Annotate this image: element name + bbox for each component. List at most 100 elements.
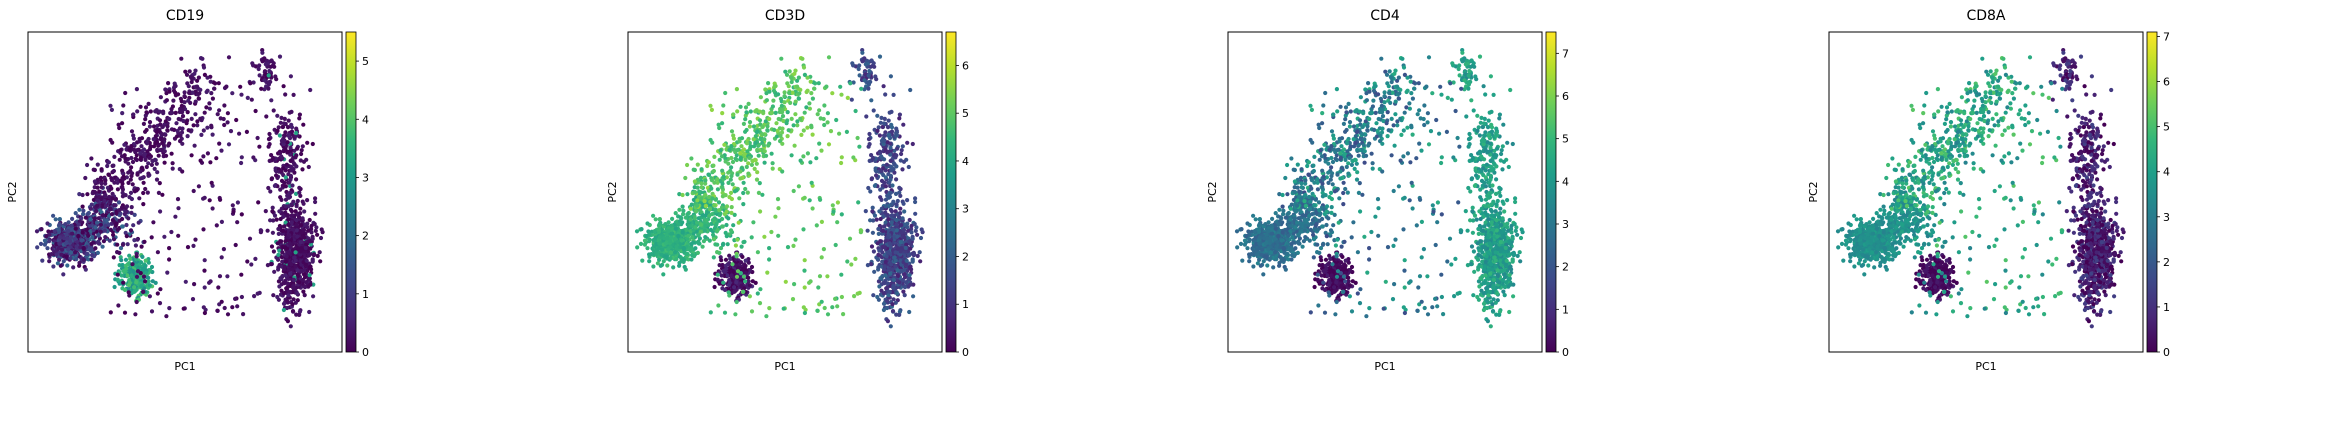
point <box>726 282 732 288</box>
point <box>158 209 163 214</box>
point <box>154 161 159 166</box>
point <box>773 110 778 115</box>
point <box>681 245 686 251</box>
point <box>657 222 662 228</box>
point <box>743 270 749 275</box>
point <box>281 307 286 313</box>
point <box>642 238 648 243</box>
point <box>136 220 141 225</box>
point <box>732 289 737 294</box>
point <box>189 75 194 81</box>
point <box>302 293 307 298</box>
point <box>128 256 133 261</box>
point <box>200 56 205 61</box>
point <box>88 217 93 222</box>
point <box>271 293 276 298</box>
point <box>703 235 708 240</box>
point <box>872 213 878 218</box>
point <box>265 228 270 233</box>
point <box>864 114 869 119</box>
point <box>313 211 318 216</box>
point <box>90 253 95 258</box>
point <box>738 169 743 174</box>
point <box>866 73 871 78</box>
point <box>289 129 295 134</box>
point <box>877 54 883 59</box>
point <box>871 249 877 254</box>
point <box>887 289 892 294</box>
point <box>685 251 690 256</box>
point <box>219 148 224 153</box>
point <box>889 213 895 218</box>
point <box>788 100 793 105</box>
point <box>147 124 152 129</box>
point <box>276 252 281 257</box>
point <box>881 228 886 233</box>
point <box>651 264 656 269</box>
point <box>122 310 128 315</box>
point <box>135 269 141 274</box>
point <box>149 264 155 270</box>
point <box>676 233 681 239</box>
point <box>192 282 197 287</box>
point <box>125 242 130 247</box>
point <box>185 134 190 139</box>
point <box>291 92 296 97</box>
point <box>207 198 212 203</box>
point <box>728 256 733 261</box>
point <box>288 324 293 329</box>
point <box>249 97 254 102</box>
point <box>100 244 105 249</box>
point <box>755 147 760 152</box>
point <box>692 179 698 184</box>
point <box>294 130 299 136</box>
point <box>888 190 893 195</box>
point <box>172 127 177 132</box>
point <box>112 154 117 159</box>
point <box>693 225 698 230</box>
point <box>207 280 212 285</box>
point <box>683 215 689 220</box>
point <box>677 207 682 212</box>
point <box>886 222 891 227</box>
point <box>748 109 753 114</box>
point <box>89 156 94 161</box>
point <box>149 235 154 240</box>
point <box>257 63 262 68</box>
point <box>180 114 186 119</box>
point <box>265 263 270 268</box>
point <box>715 177 720 182</box>
point <box>215 308 220 313</box>
point <box>683 175 688 181</box>
point <box>71 265 76 270</box>
point <box>729 165 734 170</box>
point <box>66 229 71 234</box>
point <box>886 217 891 222</box>
point <box>889 164 894 169</box>
point <box>191 123 196 128</box>
point <box>281 166 286 171</box>
point <box>207 106 212 111</box>
point <box>66 247 71 252</box>
point <box>297 312 302 317</box>
point <box>762 137 767 142</box>
point <box>191 243 196 248</box>
y-axis-label: PC2 <box>6 181 19 202</box>
point <box>905 225 910 230</box>
point <box>158 95 163 100</box>
point <box>59 247 65 252</box>
point <box>867 131 872 137</box>
point <box>879 206 884 211</box>
point <box>108 103 113 108</box>
point <box>681 208 686 213</box>
point <box>307 217 312 223</box>
point <box>898 249 903 254</box>
point <box>154 177 160 182</box>
point <box>315 232 320 237</box>
point <box>138 104 143 109</box>
point <box>63 222 68 227</box>
point <box>103 235 108 240</box>
point <box>173 214 178 219</box>
point <box>279 178 285 183</box>
point <box>73 226 78 231</box>
